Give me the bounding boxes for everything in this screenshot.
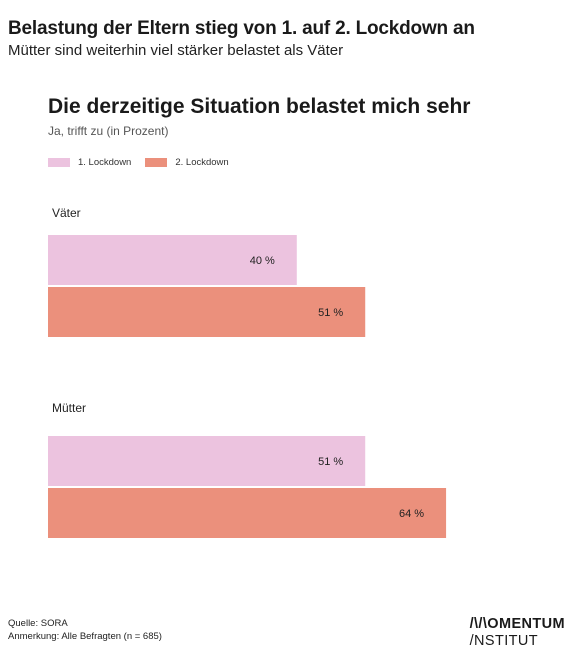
data-label-1-0: 51 % bbox=[318, 456, 343, 468]
bar-0-1 bbox=[48, 287, 366, 337]
logo-line-1: /\/\OMENTUM bbox=[469, 616, 565, 632]
data-label-1-1: 64 % bbox=[399, 508, 424, 520]
chart-title: Die derzeitige Situation belastet mich s… bbox=[48, 95, 471, 118]
legend-label-lockdown-2: 2. Lockdown bbox=[175, 157, 229, 168]
chart-footer: Quelle: SORA Anmerkung: Alle Befragten (… bbox=[8, 617, 162, 643]
bar-1-0 bbox=[48, 436, 366, 486]
legend-item-lockdown-1: 1. Lockdown bbox=[48, 157, 131, 168]
bar-0-0 bbox=[48, 235, 297, 285]
category-label-1: Mütter bbox=[52, 401, 86, 415]
bar-1-1 bbox=[48, 488, 447, 538]
data-label-0-0: 40 % bbox=[250, 255, 275, 267]
sample-note: Anmerkung: Alle Befragten (n = 685) bbox=[8, 631, 162, 642]
category-label-0: Väter bbox=[52, 206, 81, 220]
page-title: Belastung der Eltern stieg von 1. auf 2.… bbox=[8, 18, 475, 39]
chart-legend: 1. Lockdown 2. Lockdown bbox=[48, 157, 243, 168]
logo-line-2: /NSTITUT bbox=[469, 633, 539, 649]
legend-item-lockdown-2: 2. Lockdown bbox=[145, 157, 229, 168]
data-label-0-1: 51 % bbox=[318, 307, 343, 319]
legend-swatch-lockdown-2 bbox=[145, 158, 168, 167]
legend-swatch-lockdown-1 bbox=[48, 158, 70, 167]
chart-subtitle: Ja, trifft zu (in Prozent) bbox=[48, 124, 169, 138]
momentum-institut-logo: /\/\OMENTUM /NSTITUT bbox=[470, 616, 565, 650]
legend-label-lockdown-1: 1. Lockdown bbox=[78, 157, 132, 168]
page-subtitle: Mütter sind weiterhin viel stärker belas… bbox=[8, 42, 344, 59]
source-note: Quelle: SORA bbox=[8, 618, 68, 629]
